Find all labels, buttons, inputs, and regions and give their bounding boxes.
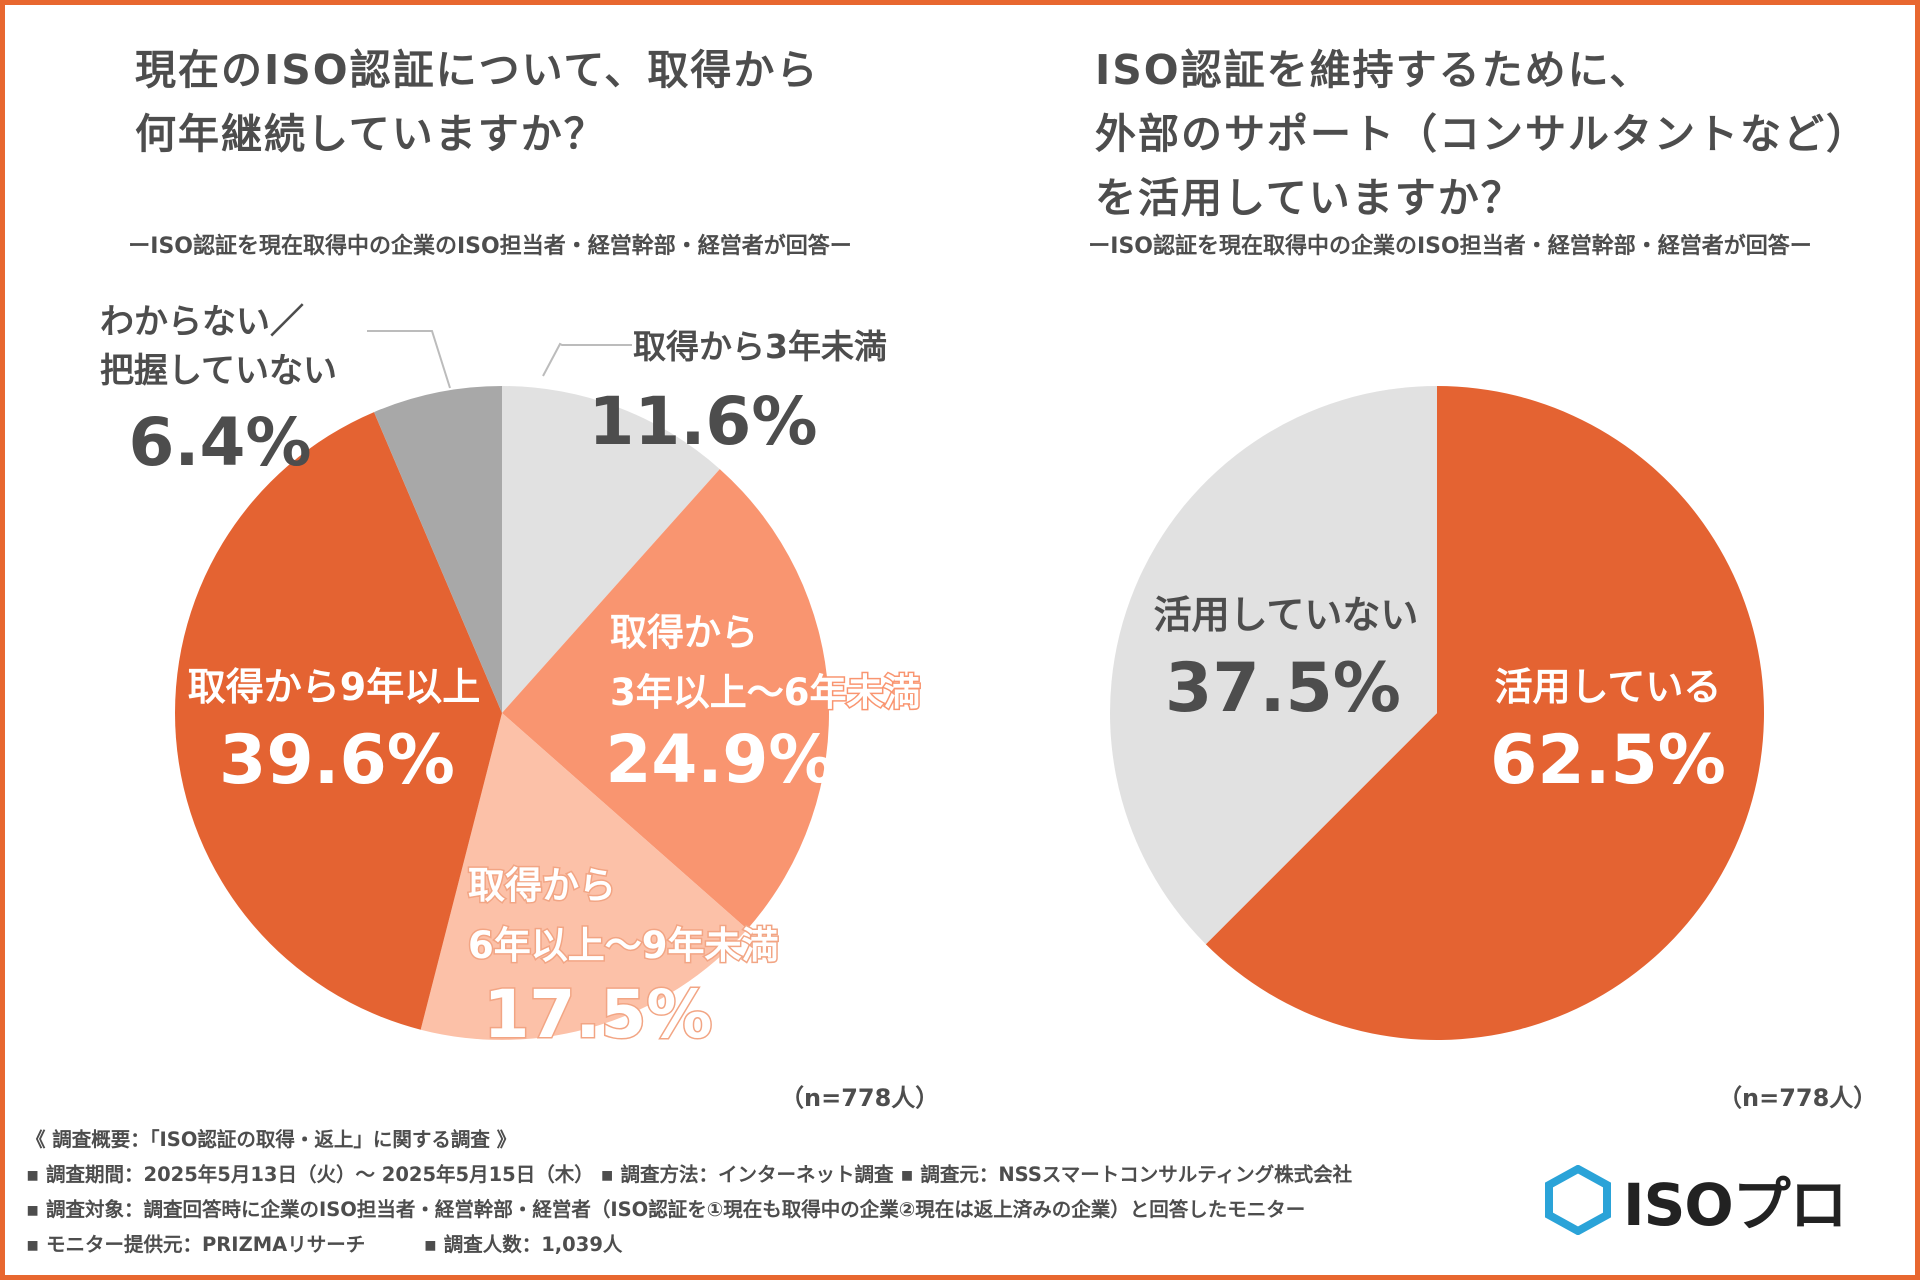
right-pie-slice-1 bbox=[1110, 386, 1437, 945]
right-chart-subtitle: ーISO認証を現在取得中の企業のISO担当者・経営幹部・経営者が回答ー bbox=[1088, 234, 1812, 259]
survey-notes: 《 調査概要：「ISO認証の取得・返上」に関する調査 》 ▪ 調査期間：2025… bbox=[26, 1122, 1352, 1262]
survey-note-provider: ▪ モニター提供元：PRIZMAリサーチ ▪ 調査人数：1,039人 bbox=[26, 1233, 623, 1256]
survey-note-heading: 《 調査概要：「ISO認証の取得・返上」に関する調査 》 bbox=[26, 1128, 517, 1151]
left-sample-size: （n=778人） bbox=[780, 1084, 940, 1112]
left-pie-slice-1 bbox=[502, 469, 830, 930]
slice-label-6-9y-line1: 取得から bbox=[468, 864, 616, 907]
right-title-line-3: を活用していますか？ bbox=[1095, 174, 1524, 222]
chart-labels: 取得から3年未満 11.6% 取得から 3年以上〜6年未満 24.9% 取得から 6年以上〜… bbox=[100, 302, 1726, 1055]
slice-label-3-6y-line2: 3年以上〜6年未満 bbox=[610, 671, 921, 714]
slice-label-unknown-line2: 把握していない bbox=[100, 351, 337, 391]
slice-label-6-9y-line2: 6年以上〜9年未満 bbox=[468, 924, 779, 967]
right-pie-chart bbox=[1110, 386, 1764, 1040]
leader-line-under-3y bbox=[542, 342, 632, 377]
survey-note-period: ▪ 調査期間：2025年5月13日（火）〜 2025年5月15日（木） ▪ 調査… bbox=[26, 1163, 1353, 1186]
left-pie-slice-3 bbox=[175, 412, 502, 1030]
logo-text: ISOプロ bbox=[1623, 1171, 1848, 1239]
right-chart-title: ISO認証を維持するために、 外部のサポート（コンサルタントなど） を活用してい… bbox=[1095, 38, 1869, 230]
left-chart-title: 現在のISO認証について、取得から 何年継続していますか？ bbox=[135, 38, 819, 166]
right-sample-size: （n=778人） bbox=[1718, 1084, 1878, 1112]
right-pie-slice-0 bbox=[1205, 386, 1764, 1040]
slice-value-3-6y: 24.9% bbox=[606, 721, 835, 798]
hexagon-icon bbox=[1545, 1165, 1611, 1235]
left-pie-slice-2 bbox=[420, 713, 748, 1040]
leader-line-unknown bbox=[367, 330, 451, 389]
slice-value-unknown: 6.4% bbox=[128, 404, 311, 481]
right-title-line-2: 外部のサポート（コンサルタントなど） bbox=[1095, 110, 1869, 158]
slice-value-using: 62.5% bbox=[1490, 721, 1726, 800]
survey-note-target: ▪ 調査対象：調査回答時に企業のISO担当者・経営幹部・経営者（ISO認証を①現… bbox=[26, 1198, 1306, 1221]
slice-value-not-using: 37.5% bbox=[1165, 649, 1401, 728]
left-pie-chart bbox=[175, 386, 830, 1040]
right-title-line-1: ISO認証を維持するために、 bbox=[1095, 46, 1653, 94]
left-pie-slice-4 bbox=[374, 386, 502, 713]
slice-label-using: 活用している bbox=[1495, 665, 1722, 709]
left-chart-subtitle: ーISO認証を現在取得中の企業のISO担当者・経営幹部・経営者が回答ー bbox=[128, 234, 852, 259]
slice-value-9y-plus: 39.6% bbox=[219, 721, 455, 800]
slice-label-under-3y: 取得から3年未満 bbox=[633, 327, 887, 366]
slice-value-6-9y: 17.5% bbox=[484, 976, 713, 1053]
slice-label-unknown-line1: わからない／ bbox=[100, 302, 304, 342]
iso-pro-logo: ISOプロ bbox=[1545, 1165, 1848, 1239]
left-title-line-1: 現在のISO認証について、取得から bbox=[135, 46, 820, 94]
slice-value-under-3y: 11.6% bbox=[589, 383, 818, 460]
slice-label-3-6y-line1: 取得から bbox=[610, 611, 758, 654]
slice-label-9y-plus: 取得から9年以上 bbox=[188, 665, 480, 709]
left-pie-slice-0 bbox=[502, 386, 720, 713]
left-title-line-2: 何年継続していますか？ bbox=[135, 110, 607, 158]
slice-label-not-using: 活用していない bbox=[1154, 593, 1419, 637]
